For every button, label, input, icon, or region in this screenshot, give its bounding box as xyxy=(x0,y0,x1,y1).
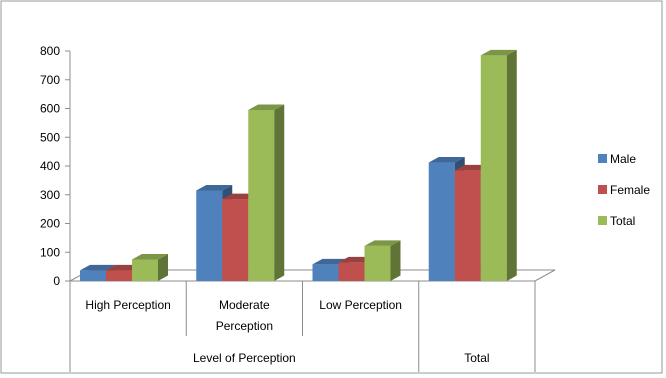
y-tick-label: 300 xyxy=(40,188,60,202)
bar-top xyxy=(248,104,285,110)
bar-top xyxy=(80,264,116,271)
bar xyxy=(480,49,517,281)
legend-label: Male xyxy=(610,152,636,166)
group-label: Level of Perception xyxy=(193,351,296,365)
bar-front xyxy=(248,109,275,281)
category-label: Low Perception xyxy=(319,298,402,312)
y-tick-label: 600 xyxy=(40,102,60,116)
bar-front xyxy=(364,245,391,281)
category-label: High Perception xyxy=(85,298,170,312)
bar-front xyxy=(480,55,507,281)
bar-front xyxy=(106,270,132,281)
bar-top xyxy=(480,49,517,56)
bar-front xyxy=(338,262,365,281)
bar xyxy=(364,240,401,281)
legend-swatch xyxy=(598,216,607,225)
bar-side xyxy=(506,49,517,281)
y-tick-label: 0 xyxy=(53,274,60,288)
bar xyxy=(132,253,168,281)
group-label: Total xyxy=(464,351,489,365)
legend-label: Female xyxy=(610,183,650,197)
legend-label: Total xyxy=(610,214,635,228)
y-tick-label: 400 xyxy=(40,159,60,173)
bar-side xyxy=(158,253,168,281)
legend-swatch xyxy=(598,185,607,194)
y-tick-label: 200 xyxy=(40,217,60,231)
bar-front xyxy=(454,170,481,281)
bar-front xyxy=(312,264,339,281)
bar-side xyxy=(274,104,285,281)
bar-top xyxy=(132,253,168,260)
bar-side xyxy=(390,240,401,281)
bar-top xyxy=(196,184,233,191)
bar-front xyxy=(222,199,249,281)
bar-top xyxy=(428,157,465,163)
y-tick-label: 800 xyxy=(40,44,60,58)
bar xyxy=(248,104,285,281)
y-tick-label: 100 xyxy=(40,245,60,259)
bar-top xyxy=(364,240,401,246)
y-tick-label: 500 xyxy=(40,130,60,144)
category-label: Perception xyxy=(216,319,273,333)
bar-front xyxy=(132,259,158,281)
bar-front xyxy=(428,162,455,281)
category-label: Moderate xyxy=(219,298,270,312)
y-tick-label: 700 xyxy=(40,73,60,87)
bar-front xyxy=(80,270,106,281)
bar-front xyxy=(196,190,223,281)
legend-swatch xyxy=(598,154,607,163)
